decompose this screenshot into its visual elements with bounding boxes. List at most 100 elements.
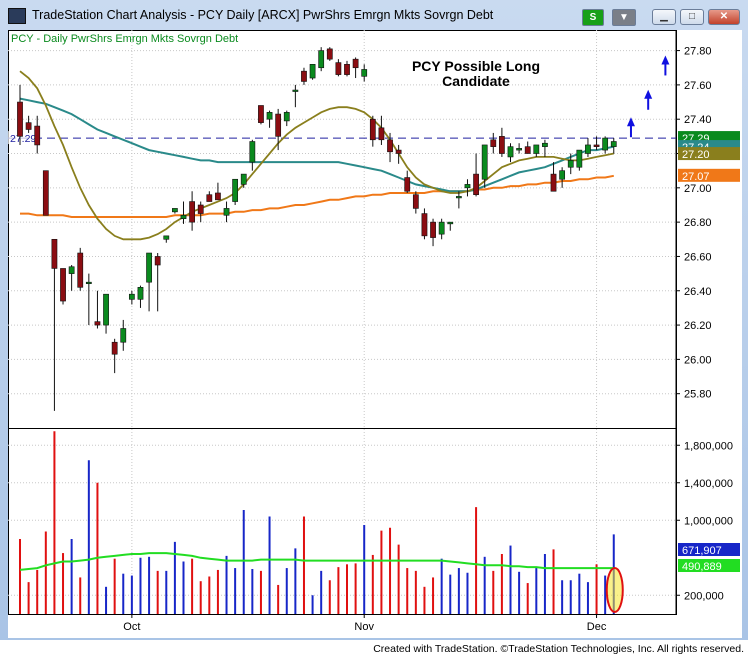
candle-body [258, 105, 264, 123]
candle-body [103, 293, 109, 326]
price-marker-box [678, 168, 740, 182]
candle-body [301, 70, 307, 82]
time-tick-label: Nov [354, 621, 374, 633]
up-arrow-icon [626, 117, 635, 138]
candle [524, 141, 531, 154]
title-bar[interactable]: TradeStation Chart Analysis - PCY Daily … [0, 0, 748, 30]
candle [25, 115, 32, 133]
candle-body [585, 144, 591, 154]
s-button[interactable]: S [582, 9, 604, 26]
candle [258, 105, 264, 125]
candle-body [309, 64, 316, 79]
candle-body [163, 235, 170, 240]
reference-label-bg [8, 131, 36, 145]
candle [163, 235, 170, 243]
candle [326, 47, 333, 61]
candle [249, 139, 256, 171]
up-arrow-head [661, 55, 670, 65]
candle [387, 132, 393, 163]
chart-window: TradeStation Chart Analysis - PCY Daily … [0, 0, 748, 640]
candle [215, 182, 221, 201]
candle [533, 144, 540, 157]
volume-panel-border [8, 428, 677, 615]
candle-body [223, 208, 230, 216]
volume-tick-label: 1,000,000 [684, 515, 733, 527]
candle [576, 149, 583, 171]
up-arrow-head [644, 89, 653, 99]
footer: Created with TradeStation. ©TradeStation… [0, 640, 748, 657]
maximize-icon[interactable]: □ [680, 9, 704, 25]
candle-body [576, 149, 583, 168]
candle [542, 139, 548, 157]
candle-body [85, 281, 92, 284]
close-icon[interactable]: ✕ [708, 9, 740, 25]
candle [318, 47, 325, 72]
candle [430, 218, 436, 247]
candle [172, 208, 178, 214]
candle-body [137, 287, 144, 300]
candle-body [610, 141, 617, 147]
candle-body [559, 170, 566, 180]
candle-body [542, 142, 548, 147]
candle-body [516, 148, 522, 151]
candle-body [172, 208, 178, 213]
app-icon [8, 8, 26, 24]
candle-body [318, 50, 325, 69]
minimize-icon[interactable]: ▁ [652, 9, 676, 25]
candle-body [68, 266, 75, 274]
candle [154, 253, 161, 312]
volume-marker-label: 671,907 [682, 545, 722, 557]
candle [610, 138, 617, 154]
chart-svg[interactable]: 27.80 27.60 27.40 27.20 27.00 26.80 26.60 26.40… [8, 30, 742, 638]
candle-body [533, 144, 540, 154]
candle [292, 84, 299, 108]
price-tick-label: 26.80 [684, 217, 712, 229]
candle-body [395, 149, 402, 154]
candle [455, 191, 462, 209]
candle [128, 290, 135, 305]
ma-long-line [20, 174, 614, 218]
candle [438, 218, 445, 240]
price-tick-label: 26.60 [684, 251, 712, 263]
candle-body [387, 139, 393, 153]
menu-dropdown-button[interactable]: ▼ [612, 9, 636, 26]
volume-tick-label: 200,000 [684, 590, 724, 602]
candle [275, 108, 282, 151]
candle-body [352, 58, 359, 69]
candle-body [464, 184, 471, 189]
candle-body [249, 141, 256, 163]
candle-body [507, 146, 514, 158]
candle [180, 201, 187, 224]
candle [240, 173, 247, 188]
symbol-label: PCY - Daily PwrShrs Emrgn Mkts Sovrgn De… [11, 33, 238, 45]
candle [369, 115, 376, 147]
candle-body [34, 125, 41, 146]
candle-body [369, 118, 376, 141]
candle-body [602, 137, 609, 151]
candle [499, 127, 505, 157]
price-tick-label: 27.80 [684, 46, 712, 58]
candle [309, 64, 316, 80]
candle-body [335, 62, 342, 75]
candle-body [430, 221, 436, 238]
candle [602, 136, 609, 154]
candle [197, 201, 204, 223]
candle [421, 208, 428, 240]
candle-body [266, 112, 273, 120]
price-tick-label: 26.00 [684, 354, 712, 366]
price-tick-label: 26.20 [684, 320, 712, 332]
candle [490, 132, 497, 154]
candle [266, 110, 273, 128]
ma-mid-line [19, 97, 614, 193]
candle-body [473, 173, 479, 195]
candle [111, 338, 118, 374]
candle [94, 290, 101, 329]
volume-marker-box [678, 543, 740, 556]
volume-tick-label: 1,400,000 [684, 478, 733, 490]
candle [447, 221, 454, 231]
candle [507, 143, 514, 163]
candle-body [60, 268, 66, 302]
candle-body [283, 112, 290, 122]
price-panel-border [8, 30, 677, 429]
price-marker-label: 27.07 [682, 171, 710, 183]
